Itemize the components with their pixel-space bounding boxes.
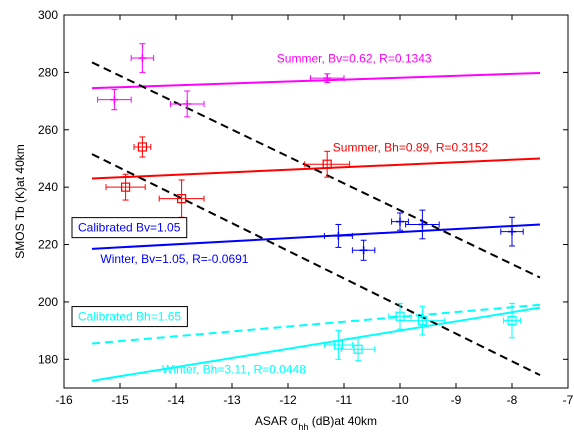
line-winter_bh-dashed-4 bbox=[91, 303, 541, 345]
axes-frame bbox=[63, 14, 569, 389]
point-summer_bv-0 bbox=[97, 89, 132, 111]
x-axis-label-tail: (dB)at 40km bbox=[308, 414, 377, 428]
point-winter_bh-15 bbox=[388, 302, 412, 330]
annotation-text-1: Summer, Bh=0.89, R=0.3152 bbox=[333, 140, 489, 154]
point-winter_bv-12 bbox=[500, 216, 524, 247]
x-axis-label-subscript: hh bbox=[298, 422, 308, 432]
point-winter_bv-10 bbox=[391, 212, 409, 231]
data-points bbox=[97, 43, 524, 362]
annotation-box-4 bbox=[71, 306, 188, 328]
fit-lines bbox=[91, 61, 541, 382]
annotation-text-3: Winter, Bv=1.05, R=-0.0691 bbox=[100, 252, 248, 266]
point-summer_bv-2 bbox=[169, 90, 205, 118]
point-summer_bv-1 bbox=[130, 43, 155, 73]
annotation-2: Calibrated Bv=1.05 bbox=[71, 217, 188, 239]
annotation-box-2 bbox=[71, 217, 188, 239]
line-winter_bv-solid-2 bbox=[91, 223, 541, 250]
x-tick-label-5: -11 bbox=[336, 393, 353, 407]
point-winter_bh-17 bbox=[503, 302, 521, 339]
axis-ticks: -16 -15 -14 -13 -12 -11 -10 -9 -8 -7 180 200 220 240 2… bbox=[38, 8, 574, 407]
line-reference-dashed-6 bbox=[91, 153, 541, 376]
line-summer_bh-solid-1 bbox=[91, 157, 541, 180]
x-tick-label-0: -16 bbox=[55, 393, 73, 407]
annotation-3: Winter, Bv=1.05, R=-0.0691 bbox=[100, 252, 248, 266]
x-tick-label-2: -14 bbox=[167, 393, 185, 407]
y-tick-label-3: 240 bbox=[38, 180, 58, 194]
y-tick-label-1: 200 bbox=[38, 295, 58, 309]
point-winter_bh-13 bbox=[323, 330, 353, 360]
y-tick-label-4: 260 bbox=[38, 123, 58, 137]
line-winter_bh-solid-3 bbox=[91, 306, 541, 382]
y-tick-label-2: 220 bbox=[38, 238, 58, 252]
x-tick-label-9: -7 bbox=[563, 393, 574, 407]
point-winter_bh-16 bbox=[399, 305, 446, 336]
annotation-text-5: Winter, Bh=3.11, R=0.0448 bbox=[162, 363, 306, 377]
point-winter_bv-9 bbox=[351, 239, 376, 261]
point-summer_bv-3 bbox=[309, 73, 345, 83]
point-summer_bh-4 bbox=[133, 136, 152, 158]
annotation-1: Summer, Bh=0.89, R=0.3152 bbox=[333, 140, 489, 154]
y-tick-label-5: 280 bbox=[38, 65, 58, 79]
annotations: Summer, Bv=0.62, R=0.1343 Summer, Bh=0.89… bbox=[71, 51, 489, 377]
annotation-text-0: Summer, Bv=0.62, R=0.1343 bbox=[277, 51, 432, 65]
x-axis-label: ASAR σhh (dB)at 40km bbox=[255, 414, 377, 432]
x-tick-label-7: -9 bbox=[451, 393, 462, 407]
x-tick-label-6: -10 bbox=[391, 393, 409, 407]
line-summer_bv-solid-0 bbox=[91, 71, 541, 90]
y-tick-label-0: 180 bbox=[38, 352, 58, 366]
x-axis-label-main: ASAR σ bbox=[255, 414, 299, 428]
annotation-5: Winter, Bh=3.11, R=0.0448 bbox=[162, 363, 306, 377]
point-winter_bv-8 bbox=[323, 223, 353, 248]
point-summer_bh-7 bbox=[304, 150, 351, 178]
x-tick-label-1: -15 bbox=[111, 393, 129, 407]
annotation-text-4: Calibrated Bh=1.65 bbox=[78, 310, 181, 324]
annotation-0: Summer, Bv=0.62, R=0.1343 bbox=[277, 51, 432, 65]
point-summer_bh-5 bbox=[105, 173, 146, 201]
point-winter_bh-14 bbox=[340, 337, 376, 362]
y-axis-label: SMOS Tb (K)at 40km bbox=[13, 144, 27, 258]
annotation-text-2: Calibrated Bv=1.05 bbox=[78, 221, 181, 235]
x-tick-label-8: -8 bbox=[507, 393, 518, 407]
x-tick-label-3: -13 bbox=[223, 393, 241, 407]
y-tick-label-6: 300 bbox=[38, 8, 58, 22]
x-tick-label-4: -12 bbox=[279, 393, 297, 407]
annotation-4: Calibrated Bh=1.65 bbox=[71, 306, 188, 328]
point-winter_bv-11 bbox=[405, 209, 440, 240]
line-reference-dashed-5 bbox=[91, 61, 541, 279]
